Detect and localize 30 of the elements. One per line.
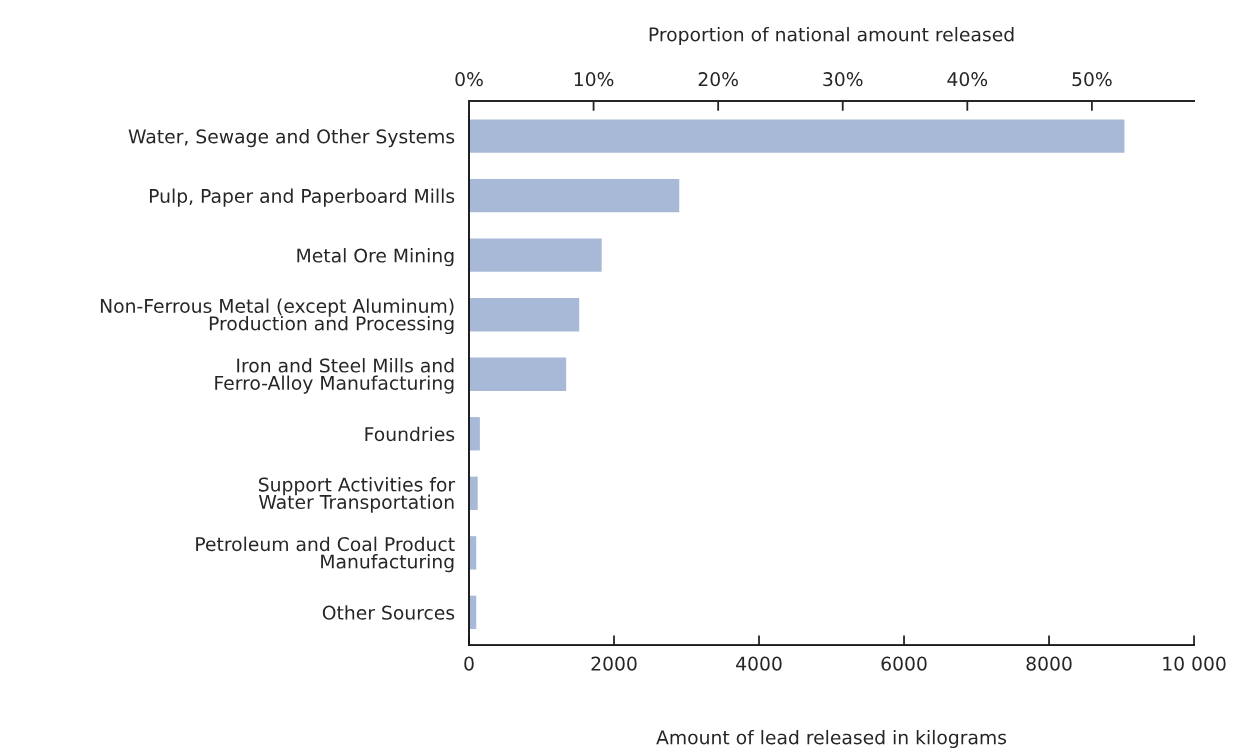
y-tick-label: Iron and Steel Mills and Ferro-Alloy Manufacturing xyxy=(215,358,454,394)
x-axis-title: Amount of lead released in kilograms xyxy=(656,729,1007,749)
x-tick-label: 2000 xyxy=(591,656,637,671)
x-tick-label: 6000 xyxy=(881,656,927,671)
y-tick-label: Non-Ferrous Metal (except Aluminum) Production and Processing xyxy=(100,298,454,335)
x2-tick-label: 40% xyxy=(947,72,988,87)
y-tick-label: Support Activities for Water Transportation xyxy=(258,477,456,513)
bar xyxy=(469,238,602,272)
x2-tick-label: 10% xyxy=(574,72,614,87)
x-tick-label: 10 000 xyxy=(1163,656,1226,671)
y-tick-label: Metal Ore Mining xyxy=(297,248,454,267)
y-tick-label: Petroleum and Coal Product Manufacturing xyxy=(196,536,455,573)
x2-tick-label: 20% xyxy=(698,72,738,87)
y-tick-label: Other Sources xyxy=(322,605,455,620)
bar xyxy=(469,357,567,391)
bar xyxy=(469,178,680,213)
x2-tick-label: 50% xyxy=(1072,72,1112,87)
bar xyxy=(469,298,580,332)
y-tick-label: Water, Sewage and Other Systems xyxy=(128,129,455,148)
bar xyxy=(469,417,480,451)
x-tick-label: 8000 xyxy=(1026,656,1072,671)
y-tick-label: Foundries xyxy=(365,426,455,442)
x2-axis-title: Proportion of national amount released xyxy=(649,26,1014,46)
x2-tick-label: 30% xyxy=(823,72,863,87)
x2-tick-label: 0% xyxy=(455,72,483,87)
bar xyxy=(469,476,478,510)
x-tick-label: 0 xyxy=(464,656,474,671)
y-tick-label: Pulp, Paper and Paperboard Mills xyxy=(149,188,455,207)
bar xyxy=(469,119,1125,153)
x-tick-label: 4000 xyxy=(736,656,782,671)
